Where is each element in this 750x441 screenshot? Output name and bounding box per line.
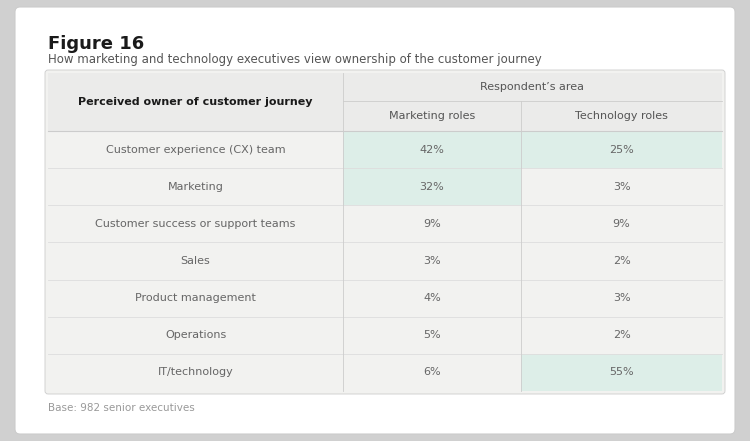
Text: Marketing roles: Marketing roles: [388, 111, 476, 121]
Bar: [48, 73, 722, 131]
Text: Figure 16: Figure 16: [48, 35, 144, 53]
Bar: [343, 131, 521, 168]
Bar: [521, 131, 722, 168]
Text: 42%: 42%: [419, 145, 445, 155]
Text: 4%: 4%: [423, 293, 441, 303]
Text: 32%: 32%: [420, 182, 444, 192]
Text: 3%: 3%: [423, 256, 441, 266]
Bar: [343, 73, 722, 101]
Text: IT/technology: IT/technology: [158, 367, 233, 377]
Text: 6%: 6%: [423, 367, 441, 377]
FancyBboxPatch shape: [45, 70, 725, 394]
Bar: [343, 168, 521, 206]
Text: 3%: 3%: [613, 182, 630, 192]
Text: Perceived owner of customer journey: Perceived owner of customer journey: [78, 97, 313, 107]
Text: 9%: 9%: [423, 219, 441, 229]
Text: Marketing: Marketing: [167, 182, 224, 192]
Text: How marketing and technology executives view ownership of the customer journey: How marketing and technology executives …: [48, 53, 542, 66]
Text: 2%: 2%: [613, 330, 630, 340]
Text: 5%: 5%: [423, 330, 441, 340]
Text: 25%: 25%: [609, 145, 634, 155]
Text: Respondent’s area: Respondent’s area: [481, 82, 584, 92]
Text: 55%: 55%: [609, 367, 634, 377]
Text: 3%: 3%: [613, 293, 630, 303]
Text: Base: 982 senior executives: Base: 982 senior executives: [48, 403, 195, 413]
Bar: [521, 354, 722, 391]
Text: Technology roles: Technology roles: [575, 111, 668, 121]
FancyBboxPatch shape: [15, 7, 735, 434]
Text: Product management: Product management: [135, 293, 256, 303]
Text: Sales: Sales: [181, 256, 210, 266]
Text: Customer success or support teams: Customer success or support teams: [95, 219, 296, 229]
Text: Customer experience (CX) team: Customer experience (CX) team: [106, 145, 285, 155]
Text: 2%: 2%: [613, 256, 630, 266]
Text: Operations: Operations: [165, 330, 226, 340]
Text: 9%: 9%: [613, 219, 630, 229]
